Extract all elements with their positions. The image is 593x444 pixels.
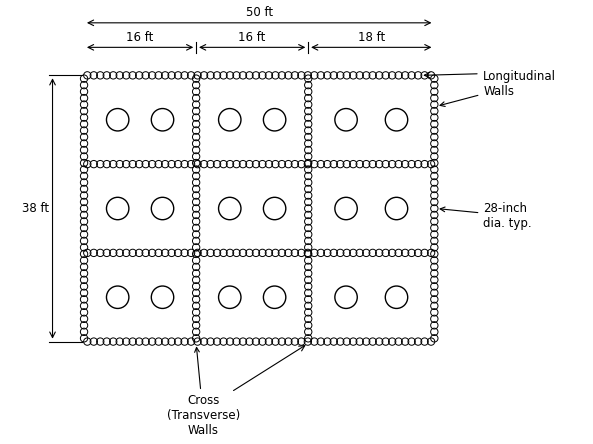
Text: 16 ft: 16 ft (126, 31, 154, 44)
Text: Longitudinal
Walls: Longitudinal Walls (440, 70, 556, 107)
Text: 38 ft: 38 ft (22, 202, 49, 215)
Text: 50 ft: 50 ft (246, 6, 273, 20)
Text: Cross
(Transverse)
Walls: Cross (Transverse) Walls (167, 347, 240, 437)
Text: 16 ft: 16 ft (238, 31, 266, 44)
Text: 28-inch
dia. typ.: 28-inch dia. typ. (440, 202, 532, 230)
Text: 18 ft: 18 ft (358, 31, 385, 44)
